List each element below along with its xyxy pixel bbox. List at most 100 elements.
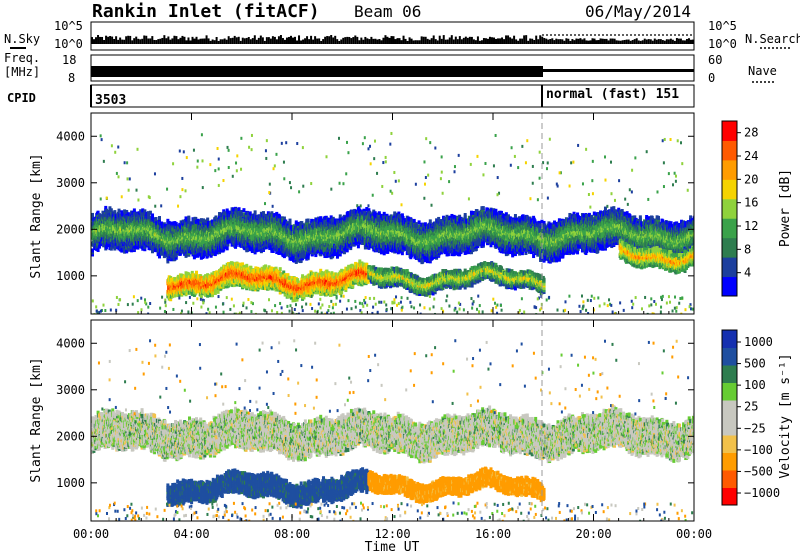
nsky-mark (434, 39, 437, 44)
power-cell (139, 242, 143, 247)
nsky-mark (442, 35, 445, 44)
nsky-mark (418, 40, 421, 44)
nsky-mark (223, 38, 226, 44)
nsky-mark (645, 39, 648, 44)
nsky-mark (635, 38, 638, 44)
nsky-mark (386, 36, 389, 44)
nsky-mark (338, 40, 341, 44)
nsky-mark (513, 35, 516, 44)
nsky-mark (452, 39, 455, 44)
power-cell (104, 205, 108, 210)
nsky-mark (300, 40, 303, 44)
nsky-mark (468, 36, 471, 44)
nsky-mark (599, 38, 602, 44)
nsky-mark (105, 35, 108, 44)
cpid-panel: CPID 3503 normal (fast) 151 (7, 84, 695, 108)
nsky-mark (215, 36, 218, 44)
freq-bar-normal (543, 69, 694, 72)
nsky-mark (583, 38, 586, 44)
power-cell (167, 220, 171, 225)
power-cell (143, 209, 147, 214)
nsky-mark (163, 35, 166, 44)
power-cell (130, 248, 134, 253)
nsky-mark (277, 36, 280, 44)
power-cell (158, 218, 161, 223)
nsky-mark (217, 40, 220, 44)
nsky-mark (408, 37, 411, 44)
nsky-mark (470, 36, 473, 44)
nsky-mark (517, 40, 520, 44)
nsky-mark (450, 35, 453, 44)
nsearch-tick-bottom: 10^0 (708, 37, 737, 51)
nsky-mark (541, 36, 544, 44)
power-cell (206, 217, 210, 222)
nsky-mark (567, 38, 570, 44)
nsky-mark (456, 39, 459, 44)
nsky-mark (133, 38, 136, 44)
nsky-mark (219, 39, 222, 44)
nsky-mark (241, 37, 244, 44)
nsky-mark (671, 39, 674, 44)
nsky-mark (344, 37, 347, 44)
nsky-mark (571, 39, 574, 44)
nsky-mark (525, 35, 528, 44)
cpid-segment-2: normal (fast) 151 (546, 87, 679, 102)
nsky-mark (141, 38, 144, 44)
nsky-mark (261, 37, 264, 44)
nsky-mark (482, 38, 485, 44)
nsky-mark (332, 37, 335, 44)
power-cell (96, 210, 100, 215)
nsky-mark (587, 40, 590, 44)
nsky-mark (669, 38, 672, 44)
power-cell (151, 213, 155, 218)
nsky-mark (448, 37, 451, 44)
nsky-mark (559, 39, 562, 44)
nsky-mark (412, 40, 415, 44)
nsky-mark (161, 37, 164, 44)
nsky-mark (655, 39, 658, 44)
nsky-mark (410, 38, 413, 44)
nsky-mark (547, 39, 550, 44)
nsky-mark (207, 38, 210, 44)
nsky-mark (91, 37, 93, 44)
nsky-mark (316, 38, 319, 44)
nsky-mark (205, 35, 208, 44)
cpid-label: CPID (7, 91, 36, 105)
power-cell (154, 248, 158, 253)
power-cell (113, 246, 117, 251)
nsky-mark (324, 36, 327, 44)
nsky-mark (121, 39, 124, 44)
nsky-mark (424, 36, 427, 44)
nsky-mark (521, 38, 524, 44)
cpid-segment-1: 3503 (95, 93, 126, 108)
nsky-mark (488, 36, 491, 44)
nsky-mark (677, 38, 680, 44)
nsky-mark (663, 40, 666, 44)
nsky-mark (253, 35, 256, 44)
nsky-mark (374, 38, 377, 44)
nsky-traces (91, 34, 694, 44)
nsky-mark (155, 40, 158, 44)
nsky-mark (573, 40, 576, 44)
power-cell (141, 246, 145, 251)
nsky-mark (269, 38, 272, 44)
nsky-mark (111, 36, 114, 44)
nsky-mark (296, 40, 299, 44)
nsky-mark (657, 39, 660, 44)
nsky-mark (149, 38, 152, 44)
nsky-mark (257, 37, 260, 44)
nsky-mark (139, 39, 142, 44)
nsky-mark (633, 39, 636, 44)
freq-bar-fast (91, 66, 543, 77)
nsky-mark (458, 36, 461, 44)
nsky-mark (348, 36, 351, 44)
nave-label: Nave (748, 64, 777, 78)
nsky-mark (497, 38, 500, 44)
nsky-mark (95, 37, 98, 44)
nsky-mark (259, 35, 262, 44)
power-cell (99, 242, 103, 247)
power-cell (111, 225, 115, 230)
power-cell (102, 213, 106, 218)
nsky-mark (687, 38, 690, 44)
nsky-mark (631, 40, 634, 44)
